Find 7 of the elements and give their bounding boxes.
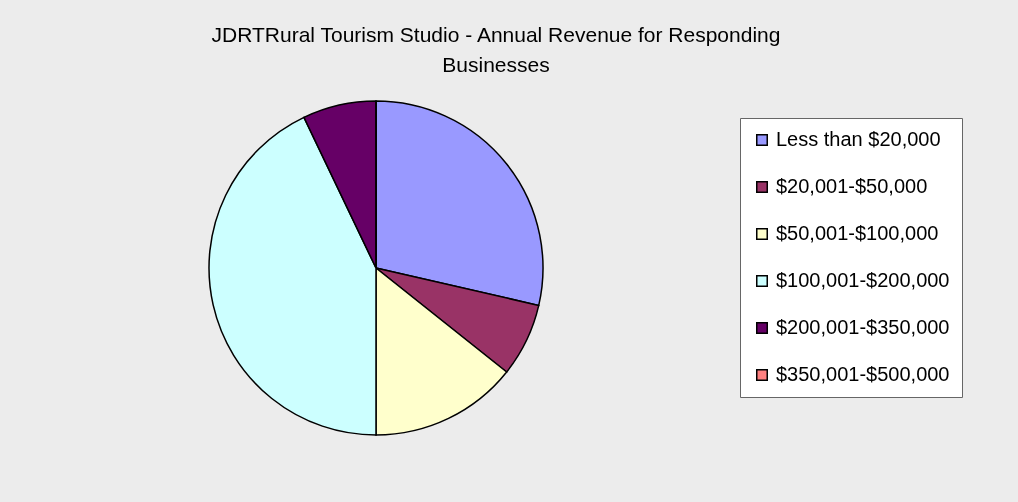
legend-label: $100,001-$200,000: [776, 269, 950, 291]
legend-label: Less than $20,000: [776, 128, 941, 150]
legend-label: $350,001-$500,000: [776, 363, 950, 385]
legend-label: $20,001-$50,000: [776, 175, 928, 197]
legend-label: $200,001-$350,000: [776, 316, 950, 338]
legend-label: $50,001-$100,000: [776, 222, 939, 244]
chart-title: JDRTRural Tourism Studio - Annual Revenue for Responding Businesses: [211, 23, 781, 76]
